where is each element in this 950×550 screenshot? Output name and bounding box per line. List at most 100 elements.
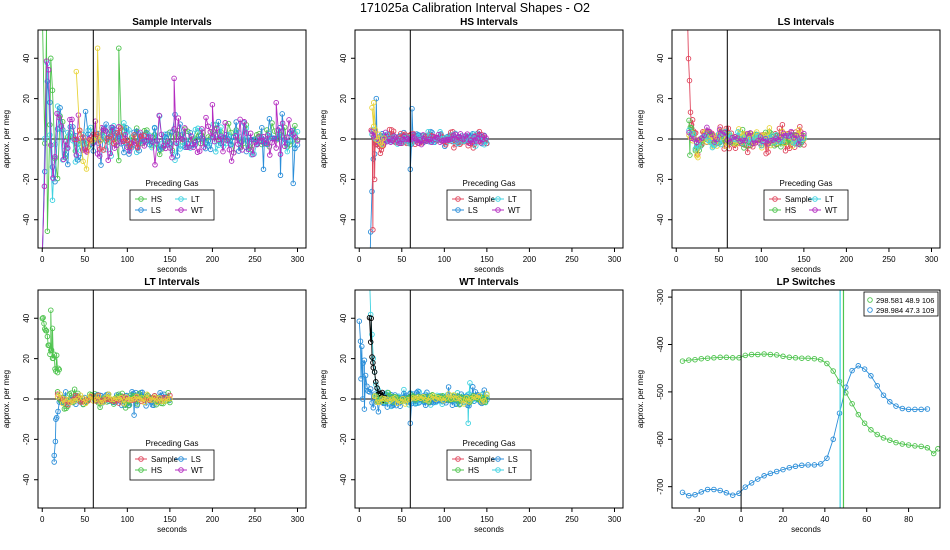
sample-series-line xyxy=(42,63,298,248)
ls-data-point xyxy=(747,130,754,136)
sample-data-point xyxy=(209,101,216,108)
lt-data-point xyxy=(164,395,171,402)
sample-data-point xyxy=(211,138,218,145)
lt-data-point xyxy=(57,391,63,397)
ls-data-point xyxy=(689,117,696,123)
lt-legend-swatch-point xyxy=(138,467,144,473)
wt-data-point xyxy=(361,357,368,363)
sample-data-point xyxy=(237,116,243,123)
wt-y-tick-label: 0 xyxy=(339,396,348,401)
wt-data-point xyxy=(367,311,374,318)
lp-data-point xyxy=(723,490,730,496)
sample-data-point xyxy=(196,148,203,154)
lp-data-point xyxy=(799,462,805,469)
sample-data-point xyxy=(205,123,211,130)
ls-data-point xyxy=(779,121,786,128)
hs-data-point xyxy=(411,135,418,142)
wt-x-tick-label: 200 xyxy=(523,515,537,524)
lp-series-298-581-48-9-106 xyxy=(679,351,940,457)
sample-series-extra2 xyxy=(73,125,148,154)
lp-x-tick-label: 80 xyxy=(904,515,913,524)
sample-data-point xyxy=(141,132,148,139)
lp-data-point xyxy=(861,420,868,426)
lp-data-point xyxy=(924,406,931,412)
lp-data-point xyxy=(824,360,830,367)
sample-data-point xyxy=(137,129,143,136)
ls-data-point xyxy=(686,77,693,84)
sample-data-point xyxy=(57,105,63,111)
lt-x-tick-label: 0 xyxy=(40,515,45,524)
hs-legend-box xyxy=(446,189,532,221)
wt-legend-label: Sample xyxy=(468,455,496,464)
sample-data-point xyxy=(44,228,51,234)
hs-x-tick-label: 250 xyxy=(565,255,579,264)
sample-data-point xyxy=(131,132,137,138)
lt-data-point xyxy=(39,315,46,322)
ls-data-point xyxy=(735,129,741,135)
lp-legend-swatch-point xyxy=(867,307,873,313)
wt-data-point xyxy=(470,384,476,390)
hs-data-point xyxy=(420,132,426,138)
chart-wt-intervals: WT Intervals 0 50 100 150 200 250 300 -40 -20 0 20 4… xyxy=(319,273,624,534)
hs-data-point xyxy=(483,135,489,141)
sample-data-point xyxy=(213,149,219,155)
sample-data-point xyxy=(207,129,214,135)
lt-y-tick-label: 20 xyxy=(22,354,31,363)
lp-y-tick-label: -600 xyxy=(656,431,665,448)
lp-data-point xyxy=(893,439,899,446)
wt-data-point xyxy=(445,384,452,390)
sample-data-point xyxy=(271,136,277,142)
wt-data-point xyxy=(360,360,366,366)
ls-data-point xyxy=(685,55,692,62)
lp-data-point xyxy=(893,403,899,409)
lp-data-point xyxy=(780,466,786,473)
sample-data-point xyxy=(151,131,158,138)
lp-series-line xyxy=(682,365,928,497)
lt-data-point xyxy=(62,396,68,402)
sample-data-point xyxy=(58,123,65,129)
lt-legend-label: LS xyxy=(191,455,201,464)
lt-data-point xyxy=(41,320,47,327)
lp-x-tick-label: 40 xyxy=(820,515,829,524)
ls-x-tick-label: 150 xyxy=(797,255,811,264)
lp-data-point xyxy=(811,462,818,468)
sample-data-point xyxy=(233,129,239,135)
lt-data-point xyxy=(144,391,150,397)
sample-data-point xyxy=(73,136,80,143)
lp-data-point xyxy=(717,354,723,361)
lt-data-point xyxy=(165,389,171,396)
lp-y-tick-label: -500 xyxy=(656,383,665,400)
ls-data-point xyxy=(793,132,799,139)
lt-x-tick-label: 100 xyxy=(121,515,135,524)
wt-data-point xyxy=(376,399,383,406)
wt-data-point xyxy=(384,404,391,410)
sample-data-point xyxy=(236,148,242,154)
hs-data-point xyxy=(369,128,375,135)
hs-x-axis-label: seconds xyxy=(474,265,504,274)
lt-data-point xyxy=(44,333,51,340)
sample-data-point xyxy=(247,130,254,137)
lp-plot-frame xyxy=(671,289,941,509)
lp-data-point xyxy=(880,392,887,398)
ls-y-tick-label: 0 xyxy=(656,136,665,141)
sample-data-point xyxy=(164,131,171,137)
sample-data-point xyxy=(54,126,61,132)
sample-data-point xyxy=(187,129,194,136)
hs-x-tick-label: 150 xyxy=(480,255,494,264)
lp-x-tick-label: 20 xyxy=(779,515,788,524)
ls-x-axis-label: seconds xyxy=(791,265,821,274)
panel-hs-intervals: HS Intervals 0 50 100 150 200 250 300 -40 -20 0 20 4… xyxy=(317,14,633,284)
sample-data-point xyxy=(228,142,234,148)
wt-legend-swatch-point xyxy=(495,456,501,462)
lt-series-line xyxy=(41,310,60,373)
sample-data-point xyxy=(103,121,109,127)
ls-data-point xyxy=(742,137,748,144)
wt-data-point xyxy=(368,315,374,322)
ls-data-point xyxy=(753,129,760,135)
sample-data-point xyxy=(121,138,127,144)
wt-data-point xyxy=(367,273,372,278)
hs-legend-label: LT xyxy=(508,195,517,204)
wt-data-point xyxy=(374,385,380,391)
lt-y-axis-label: approx. per meg xyxy=(2,370,11,428)
wt-data-point xyxy=(467,380,473,386)
